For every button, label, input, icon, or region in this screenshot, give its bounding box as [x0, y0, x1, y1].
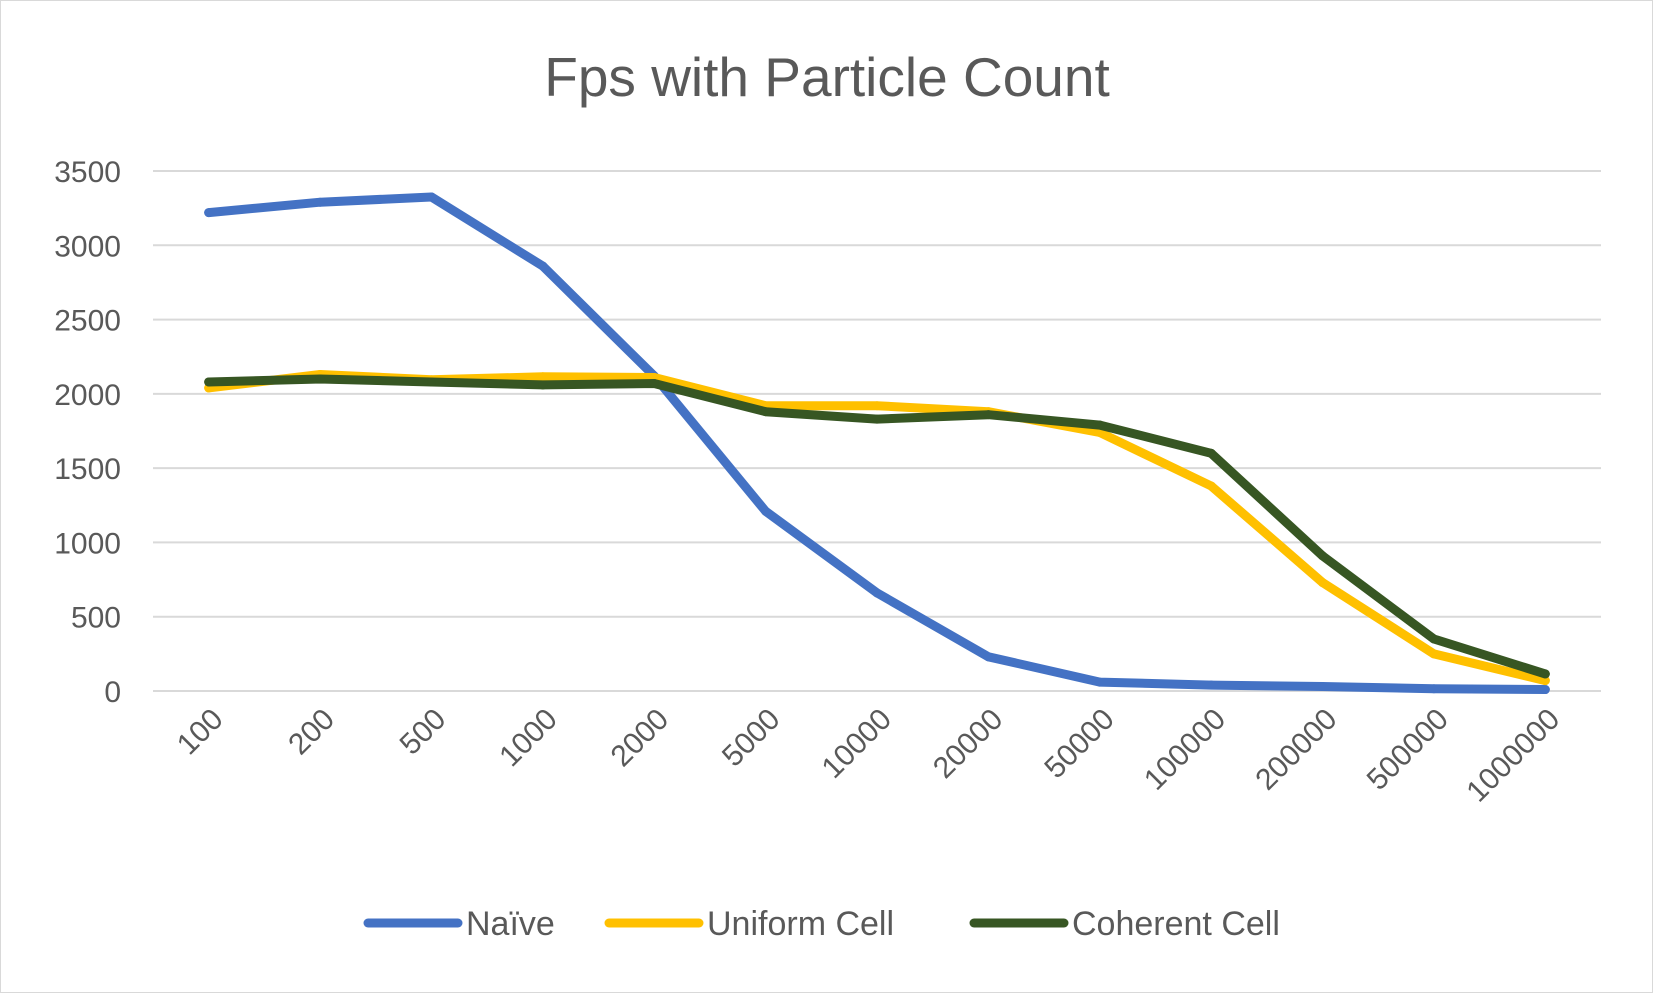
data-point: [1540, 669, 1550, 679]
data-point: [538, 372, 548, 382]
data-point: [1095, 420, 1105, 430]
data-point: [983, 652, 993, 662]
y-tick-label: 3000: [54, 230, 121, 263]
series-line-0: [204, 192, 1550, 694]
data-point: [538, 261, 548, 271]
x-axis-ticks: 100 200 500 1000 2000 5000 10000 20000 50000 1000…: [171, 703, 1566, 809]
data-point: [538, 380, 548, 390]
data-point: [1206, 680, 1216, 690]
gridlines: [153, 170, 1601, 692]
x-tick-label: 10000: [816, 703, 898, 785]
series-lines: [204, 192, 1550, 695]
x-tick-label: 1000000: [1460, 703, 1566, 809]
data-point: [872, 588, 882, 598]
data-point: [315, 197, 325, 207]
x-tick-label: 500: [394, 703, 453, 762]
y-tick-label: 0: [104, 676, 121, 709]
x-tick-label: 2000: [605, 703, 676, 774]
data-point: [204, 208, 214, 218]
data-point: [1318, 578, 1328, 588]
x-tick-label: 50000: [1038, 703, 1120, 785]
x-tick-label: 5000: [716, 703, 787, 774]
data-point: [1540, 676, 1550, 686]
data-point: [1206, 448, 1216, 458]
data-point: [315, 374, 325, 384]
data-point: [1206, 481, 1216, 491]
x-tick-label: 500000: [1361, 703, 1455, 797]
x-tick-label: 100000: [1138, 703, 1232, 797]
x-tick-label: 1000: [493, 703, 564, 774]
data-point: [1429, 649, 1439, 659]
data-point: [1540, 685, 1550, 695]
y-tick-label: 1000: [54, 527, 121, 560]
data-point: [1429, 634, 1439, 644]
y-tick-label: 1500: [54, 453, 121, 486]
y-tick-label: 3500: [54, 156, 121, 189]
x-tick-label: 100: [171, 703, 230, 762]
legend-label: Coherent Cell: [1072, 905, 1280, 943]
y-tick-label: 2500: [54, 305, 121, 338]
data-point: [1318, 551, 1328, 561]
x-tick-label: 200000: [1249, 703, 1343, 797]
data-point: [204, 377, 214, 387]
legend: Naïve Uniform Cell Coherent Cell: [363, 905, 1280, 943]
legend-label: Naïve: [466, 905, 555, 943]
data-point: [1095, 677, 1105, 687]
data-point: [1318, 682, 1328, 692]
data-point: [872, 414, 882, 424]
data-point: [761, 506, 771, 516]
data-point: [1429, 684, 1439, 694]
data-point: [872, 401, 882, 411]
data-point: [983, 410, 993, 420]
x-tick-label: 200: [282, 703, 341, 762]
chart-title: Fps with Particle Count: [544, 46, 1110, 108]
x-tick-label: 20000: [927, 703, 1009, 785]
data-point: [761, 407, 771, 417]
data-point: [649, 378, 659, 388]
data-point: [426, 377, 436, 387]
data-point: [426, 192, 436, 202]
legend-label: Uniform Cell: [707, 905, 894, 943]
y-tick-label: 500: [71, 602, 121, 635]
y-tick-label: 2000: [54, 379, 121, 412]
y-axis-ticks: 0 500 1000 1500 2000 2500 3000 3500: [54, 156, 121, 709]
